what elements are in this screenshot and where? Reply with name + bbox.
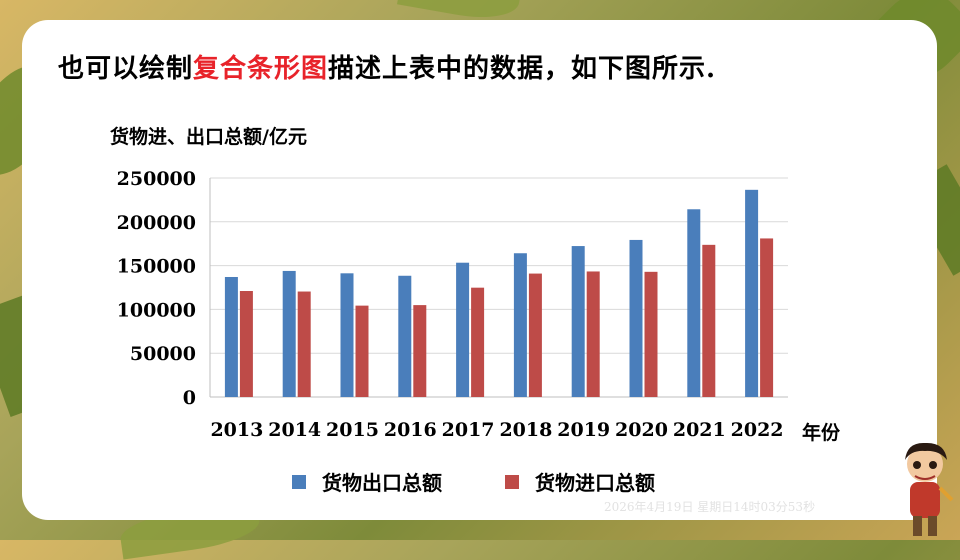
bar-export-2013 <box>224 276 238 397</box>
cartoon-character-icon <box>905 442 954 536</box>
legend-label: 货物出口总额 <box>322 471 442 495</box>
legend-swatch <box>292 475 306 489</box>
bar-import-2019 <box>586 271 600 397</box>
bar-export-2021 <box>687 209 701 397</box>
bar-import-2013 <box>239 291 253 397</box>
x-tick-label: 2013 <box>210 419 263 441</box>
bar-import-2018 <box>528 273 542 397</box>
x-tick-label: 2015 <box>326 419 379 441</box>
y-tick-label: 0 <box>183 387 196 409</box>
bar-export-2018 <box>513 253 527 397</box>
y-tick-label: 150000 <box>117 256 196 278</box>
bar-export-2016 <box>398 275 412 397</box>
bar-export-2019 <box>571 246 585 397</box>
bar-export-2015 <box>340 273 354 397</box>
slide-heading: 也可以绘制复合条形图描述上表中的数据，如下图所示. <box>58 48 716 85</box>
bar-import-2021 <box>702 244 716 397</box>
y-tick-label: 200000 <box>117 212 196 234</box>
heading-text-before: 也可以绘制 <box>58 54 194 84</box>
bar-export-2017 <box>456 262 470 397</box>
x-tick-label: 2018 <box>499 419 552 441</box>
bar-export-2022 <box>745 189 759 397</box>
bar-import-2017 <box>471 287 485 397</box>
x-tick-label: 2016 <box>384 419 437 441</box>
bar-import-2016 <box>413 305 427 397</box>
x-tick-label: 2019 <box>557 419 610 441</box>
y-tick-label: 250000 <box>117 168 196 190</box>
y-tick-label: 50000 <box>130 343 196 365</box>
x-tick-label: 2022 <box>731 419 784 441</box>
timestamp-watermark: 2026年4月19日 星期日14时03分53秒 <box>604 500 816 514</box>
bar-import-2015 <box>355 305 369 397</box>
bar-export-2014 <box>282 270 296 397</box>
x-tick-label: 2021 <box>673 419 726 441</box>
legend-label: 货物进口总额 <box>535 471 655 495</box>
bar-import-2022 <box>760 238 774 397</box>
heading-text-after: 描述上表中的数据，如下图所示. <box>328 54 717 84</box>
bar-import-2020 <box>644 271 658 397</box>
content-card <box>22 20 937 520</box>
bar-export-2020 <box>629 239 643 397</box>
x-tick-label: 2020 <box>615 419 668 441</box>
bar-chart: 货物进、出口总额/亿元 年份 0 50000 100000 150000 200000 2… <box>110 125 841 495</box>
y-axis-label: 货物进、出口总额/亿元 <box>110 125 307 148</box>
heading-highlight: 复合条形图 <box>193 54 329 84</box>
x-axis-label: 年份 <box>802 421 841 444</box>
x-tick-label: 2017 <box>442 419 495 441</box>
x-tick-label: 2014 <box>268 419 321 441</box>
y-tick-label: 100000 <box>117 299 196 321</box>
bar-import-2014 <box>297 291 311 397</box>
legend-swatch <box>505 475 519 489</box>
